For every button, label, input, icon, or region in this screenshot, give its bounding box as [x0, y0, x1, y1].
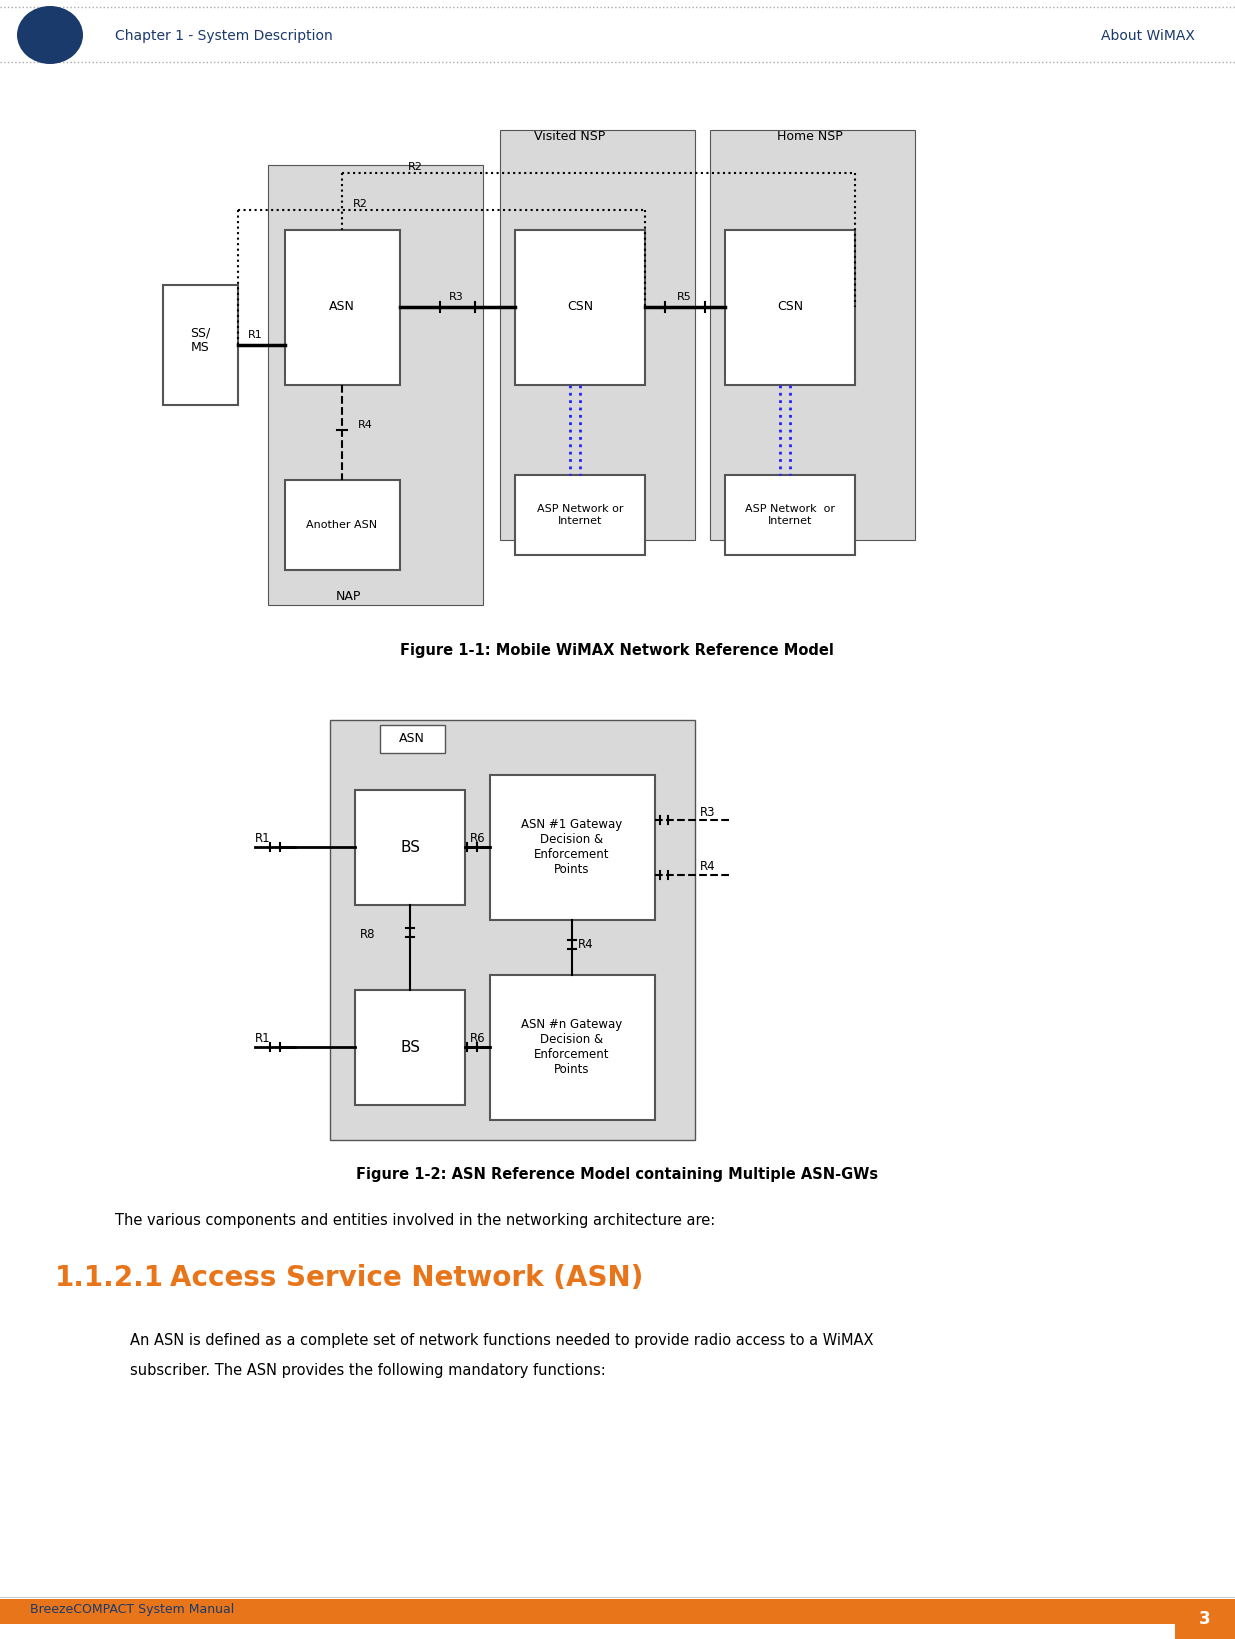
- Bar: [515, 475, 645, 556]
- Bar: [380, 724, 445, 752]
- Text: BS: BS: [400, 1039, 420, 1054]
- Bar: [500, 129, 695, 539]
- Bar: [163, 285, 238, 405]
- Text: Visited NSP: Visited NSP: [535, 131, 605, 144]
- Bar: [490, 975, 655, 1119]
- Text: Figure 1-1: Mobile WiMAX Network Reference Model: Figure 1-1: Mobile WiMAX Network Referen…: [400, 642, 834, 657]
- Text: ASP Network  or
Internet: ASP Network or Internet: [745, 505, 835, 526]
- Text: BS: BS: [400, 839, 420, 854]
- Text: CSN: CSN: [777, 300, 803, 313]
- Bar: [354, 990, 466, 1105]
- Text: subscriber. The ASN provides the following mandatory functions:: subscriber. The ASN provides the followi…: [130, 1362, 605, 1377]
- Text: R3: R3: [448, 292, 463, 302]
- Bar: [1174, 1600, 1235, 1639]
- Bar: [0, 1600, 1235, 1624]
- Text: 1.1.2.1: 1.1.2.1: [56, 1264, 164, 1292]
- Text: R1: R1: [254, 831, 270, 844]
- Text: R2: R2: [352, 198, 368, 210]
- Text: R3: R3: [700, 805, 715, 818]
- Bar: [285, 229, 400, 385]
- Bar: [354, 790, 466, 905]
- Text: ASP Network or
Internet: ASP Network or Internet: [537, 505, 624, 526]
- Text: R4: R4: [578, 939, 594, 952]
- Ellipse shape: [17, 7, 83, 64]
- Text: The various components and entities involved in the networking architecture are:: The various components and entities invo…: [115, 1213, 715, 1228]
- Text: R5: R5: [677, 292, 692, 302]
- Bar: [725, 475, 855, 556]
- Text: ASN: ASN: [329, 300, 354, 313]
- Bar: [710, 129, 915, 539]
- Bar: [330, 720, 695, 1141]
- Text: CSN: CSN: [567, 300, 593, 313]
- Bar: [268, 166, 483, 605]
- Text: An ASN is defined as a complete set of network functions needed to provide radio: An ASN is defined as a complete set of n…: [130, 1333, 873, 1347]
- Bar: [515, 229, 645, 385]
- Text: R6: R6: [471, 1031, 485, 1044]
- Text: ASN #1 Gateway
Decision &
Enforcement
Points: ASN #1 Gateway Decision & Enforcement Po…: [521, 818, 622, 875]
- Text: ASN #n Gateway
Decision &
Enforcement
Points: ASN #n Gateway Decision & Enforcement Po…: [521, 1018, 622, 1075]
- Text: R6: R6: [471, 831, 485, 844]
- Text: R4: R4: [700, 860, 715, 874]
- Text: R8: R8: [359, 929, 375, 941]
- Text: Another ASN: Another ASN: [306, 520, 378, 529]
- Text: BreezeCOMPACT System Manual: BreezeCOMPACT System Manual: [30, 1603, 235, 1616]
- Text: Access Service Network (ASN): Access Service Network (ASN): [170, 1264, 643, 1292]
- Text: R1: R1: [248, 329, 262, 339]
- Text: 3: 3: [1199, 1609, 1210, 1628]
- Text: R4: R4: [358, 420, 373, 429]
- Text: ASN: ASN: [399, 733, 425, 746]
- Text: Chapter 1 - System Description: Chapter 1 - System Description: [115, 30, 332, 43]
- Text: About WiMAX: About WiMAX: [1102, 30, 1195, 43]
- Text: SS/
MS: SS/ MS: [190, 326, 210, 354]
- Bar: [490, 775, 655, 919]
- Bar: [725, 229, 855, 385]
- Text: R1: R1: [254, 1031, 270, 1044]
- Text: R2: R2: [408, 162, 422, 172]
- Text: Home NSP: Home NSP: [777, 131, 842, 144]
- Text: NAP: NAP: [336, 590, 361, 603]
- Text: Figure 1-2: ASN Reference Model containing Multiple ASN-GWs: Figure 1-2: ASN Reference Model containi…: [356, 1167, 878, 1182]
- Bar: [285, 480, 400, 570]
